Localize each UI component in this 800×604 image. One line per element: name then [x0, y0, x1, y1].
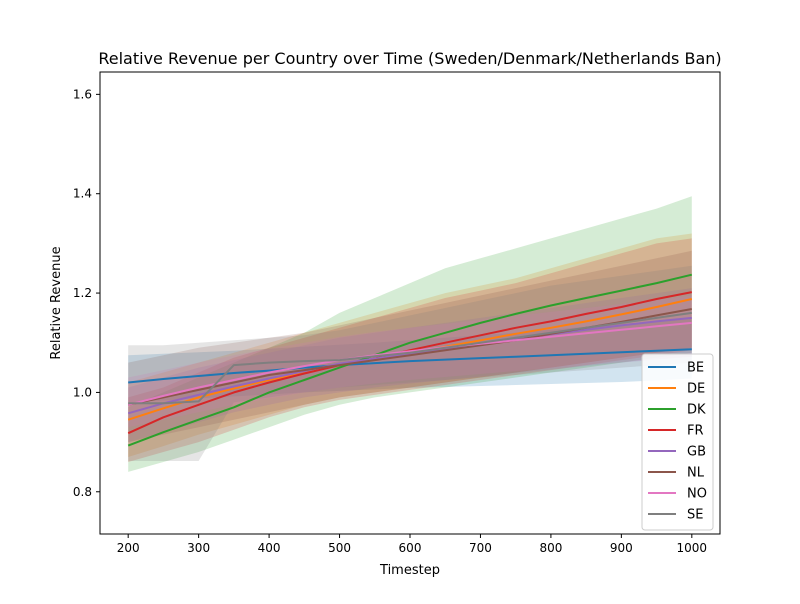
y-axis-ticks: 0.8 1.0 1.2 1.4 1.6	[73, 87, 100, 499]
x-tick-label: 700	[469, 541, 492, 555]
x-tick-label: 200	[117, 541, 140, 555]
band-de	[128, 233, 692, 457]
band-dk	[128, 196, 692, 472]
band-se	[128, 265, 692, 461]
y-tick-label: 1.2	[73, 286, 92, 300]
legend-label-de: DE	[687, 382, 705, 397]
x-axis-label: Timestep	[379, 563, 440, 578]
y-tick-label: 1.0	[73, 385, 92, 399]
y-tick-label: 0.8	[73, 485, 92, 499]
legend-label-nl: NL	[687, 466, 705, 481]
legend-label-no: NO	[687, 487, 707, 502]
y-axis-label: Relative Revenue	[49, 246, 64, 359]
series-line-be	[128, 348, 692, 384]
y-tick-label: 1.4	[73, 187, 92, 201]
y-tick-label: 1.6	[73, 87, 92, 101]
series-line-se	[128, 311, 692, 405]
series-line-no	[127, 321, 692, 406]
legend-label-gb: GB	[687, 445, 706, 460]
x-tick-label: 900	[610, 541, 633, 555]
series-line-dk	[127, 273, 693, 447]
legend-box	[641, 353, 714, 531]
x-tick-label: 500	[328, 541, 351, 555]
x-tick-label: 600	[399, 541, 422, 555]
legend: BE DE DK FR GB NL NO SE	[641, 353, 714, 531]
legend-label-dk: DK	[687, 403, 706, 418]
band-nl	[128, 250, 692, 443]
x-axis-ticks: 200 300 400 500 600 700 800 900 1000	[117, 534, 707, 555]
legend-label-be: BE	[687, 361, 704, 376]
band-gb	[128, 288, 692, 443]
x-tick-label: 800	[539, 541, 562, 555]
legend-label-fr: FR	[687, 424, 704, 439]
x-tick-label: 300	[187, 541, 210, 555]
x-tick-label: 1000	[677, 541, 708, 555]
series-lines	[127, 273, 693, 447]
chart-title: Relative Revenue per Country over Time (…	[98, 49, 721, 68]
x-tick-label: 400	[258, 541, 281, 555]
legend-label-se: SE	[687, 508, 703, 523]
